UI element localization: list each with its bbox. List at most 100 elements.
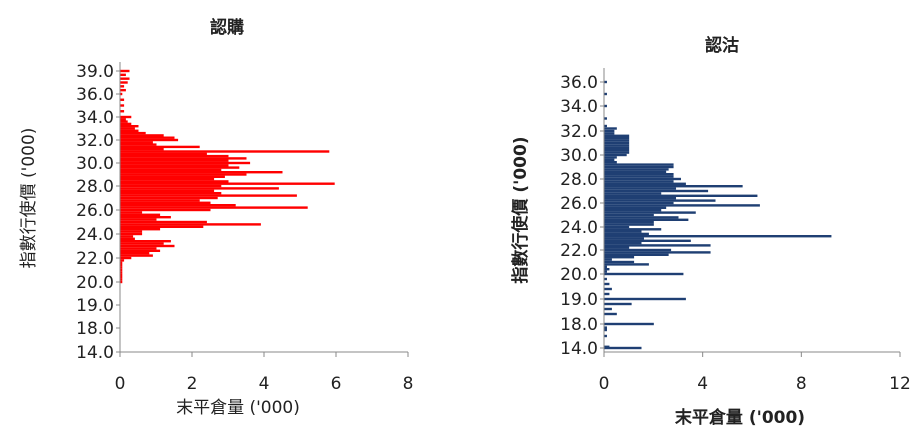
bar [120,278,123,281]
call-y-axis-label: 指數行使價 ('000) [18,128,39,269]
bar [120,110,125,113]
bar [604,175,674,178]
bar [120,69,130,73]
bar [120,218,157,221]
y-tick-label: 28.0 [76,177,114,197]
bar [604,270,607,273]
bar [120,120,128,123]
bar [604,146,630,149]
bar [604,253,669,256]
bar [120,268,123,272]
bar [604,199,716,202]
bar [120,192,222,195]
call-bars [120,69,335,284]
bar [604,204,760,207]
bar [604,307,612,311]
call-chart: 認購 0 2 4 6 8 14.0 18.0 19.0 20.0 22.0 24.0 26.0 28.… [18,17,413,418]
bar [120,152,207,155]
call-x-ticks: 0 2 4 6 8 [115,352,413,394]
bar [604,345,610,348]
put-chart: 認沽 0 4 8 12 14.0 18.0 19.0 20.0 22.0 24.0 26.0 28.… [510,35,911,428]
bar [120,259,125,262]
bar [604,326,607,329]
bar [120,261,123,264]
y-tick-label: 24.0 [560,218,598,238]
bar [120,232,143,236]
bar [120,154,229,158]
y-tick-label: 22.0 [560,241,598,261]
bar [604,241,642,245]
bar [120,264,123,267]
bar [120,180,229,183]
bar [120,204,236,207]
bar [120,168,222,172]
bar [604,129,615,133]
bar [120,131,146,135]
bar [120,252,150,255]
bar [120,184,222,188]
put-y-axis-label: 指數行使價 ('000) [510,136,531,283]
bar [120,81,128,84]
bar [120,104,125,107]
y-tick-label: 19.0 [560,290,598,310]
bar [604,272,684,276]
bar [604,127,617,130]
y-tick-label: 19.0 [76,296,114,316]
bar [120,208,211,212]
bar [604,216,679,219]
bar [604,92,607,96]
bar [604,260,635,264]
bar [604,194,758,197]
put-y-ticks: 14.0 18.0 19.0 20.0 22.0 24.0 26.0 28.0 30.0 32.0… [560,73,604,359]
put-x-ticks: 0 4 8 12 [599,352,911,394]
bar [604,161,617,164]
bar [604,151,630,154]
bar [120,175,225,178]
bar [120,143,157,146]
bar [120,122,132,126]
bar [604,182,686,185]
bar [604,287,612,291]
bar [120,150,330,153]
bar [120,98,125,101]
bar [604,292,610,296]
bar [604,192,662,195]
bar [120,159,229,162]
bar [120,220,207,224]
bar [604,221,654,224]
bar [604,237,644,240]
bar [604,277,607,281]
bar [120,92,123,96]
bar [604,139,630,142]
bar [120,173,247,176]
bar [604,163,674,166]
bar [120,242,164,245]
x-tick-label: 2 [187,374,198,394]
bar [604,141,630,145]
bar [120,171,283,174]
bar [604,218,689,221]
bar [604,223,654,226]
bar [604,124,607,128]
bar [120,73,126,77]
bar [120,88,126,92]
y-tick-label: 34.0 [560,97,598,117]
bar [604,239,691,242]
y-tick-label: 36.0 [76,85,114,105]
bar [120,247,157,250]
bar [604,137,630,140]
bar [120,177,215,181]
bar [604,244,711,247]
bar [604,185,743,188]
bar [120,77,130,80]
bar [120,161,251,165]
bar [120,129,139,132]
bar [604,297,686,301]
put-chart-title: 認沽 [705,35,739,56]
bar [120,187,279,190]
bar [604,80,607,84]
bar [604,134,630,137]
bar [604,282,610,286]
y-tick-label: 30.0 [560,146,598,166]
